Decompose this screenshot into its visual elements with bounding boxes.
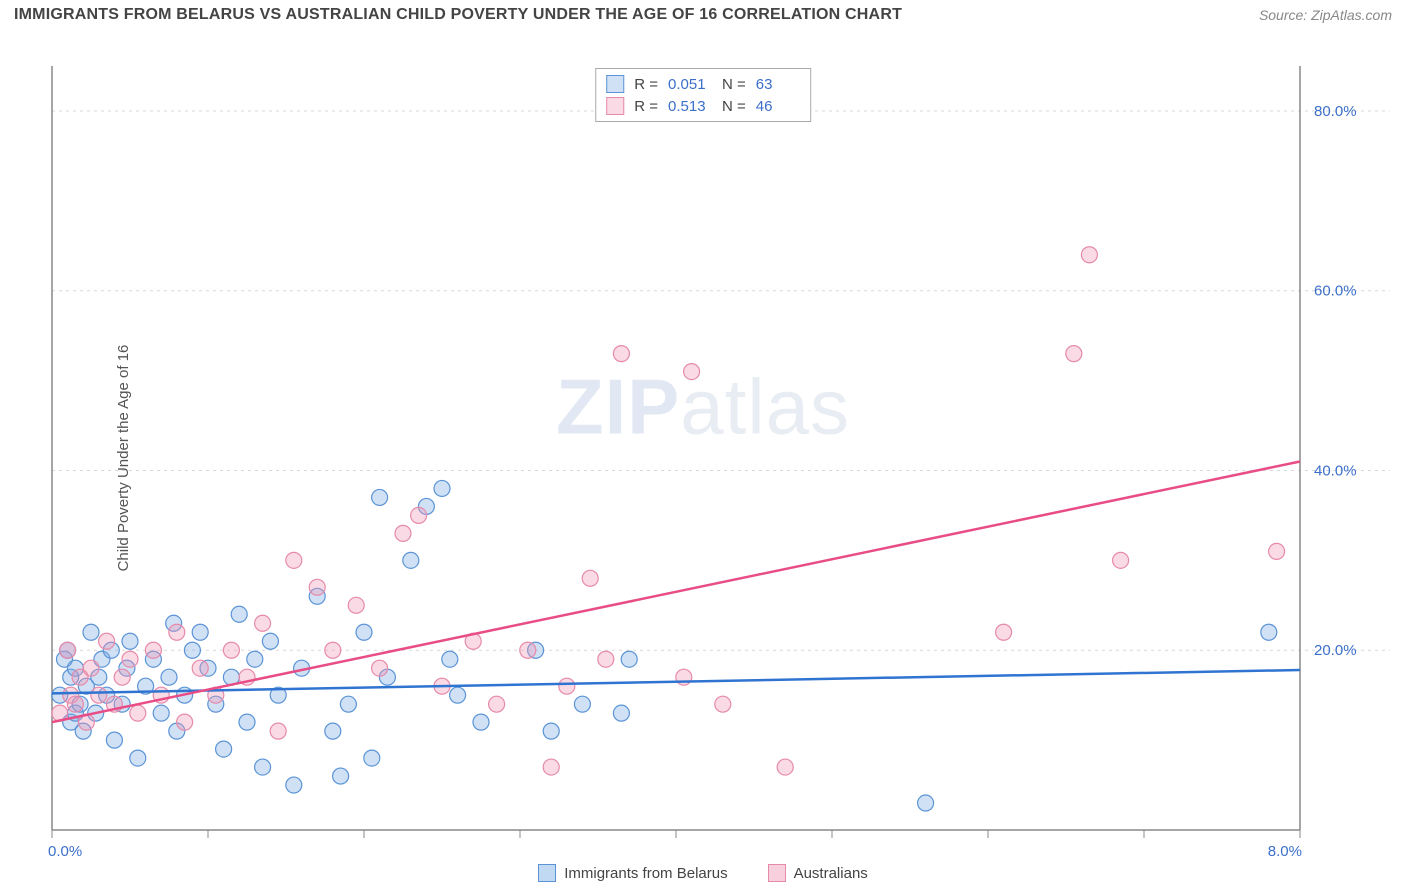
- legend-label: Immigrants from Belarus: [564, 865, 727, 882]
- legend-label: Australians: [794, 865, 868, 882]
- header: IMMIGRANTS FROM BELARUS VS AUSTRALIAN CH…: [0, 0, 1406, 30]
- svg-text:80.0%: 80.0%: [1314, 103, 1357, 120]
- svg-text:0.0%: 0.0%: [48, 843, 82, 860]
- legend-item: Australians: [768, 864, 868, 882]
- swatch-icon: [606, 75, 624, 93]
- svg-text:8.0%: 8.0%: [1268, 843, 1302, 860]
- y-axis-label: Child Poverty Under the Age of 16: [115, 345, 132, 572]
- legend-item: Immigrants from Belarus: [538, 864, 727, 882]
- scatter-chart: 20.0% 40.0% 60.0% 80.0% 0.0% 8.0%: [0, 30, 1406, 886]
- legend-row: R = 0.051 N = 63: [606, 73, 800, 95]
- legend-row: R = 0.513 N = 46: [606, 95, 800, 117]
- svg-text:40.0%: 40.0%: [1314, 462, 1357, 479]
- chart-area: Child Poverty Under the Age of 16 ZIPatl…: [0, 30, 1406, 886]
- series-legend: Immigrants from Belarus Australians: [0, 864, 1406, 882]
- svg-text:60.0%: 60.0%: [1314, 283, 1357, 300]
- source-label: Source: ZipAtlas.com: [1259, 7, 1392, 23]
- swatch-icon: [606, 97, 624, 115]
- correlation-legend: R = 0.051 N = 63 R = 0.513 N = 46: [595, 68, 811, 122]
- swatch-icon: [538, 864, 556, 882]
- svg-text:20.0%: 20.0%: [1314, 642, 1357, 659]
- swatch-icon: [768, 864, 786, 882]
- page-title: IMMIGRANTS FROM BELARUS VS AUSTRALIAN CH…: [14, 6, 902, 24]
